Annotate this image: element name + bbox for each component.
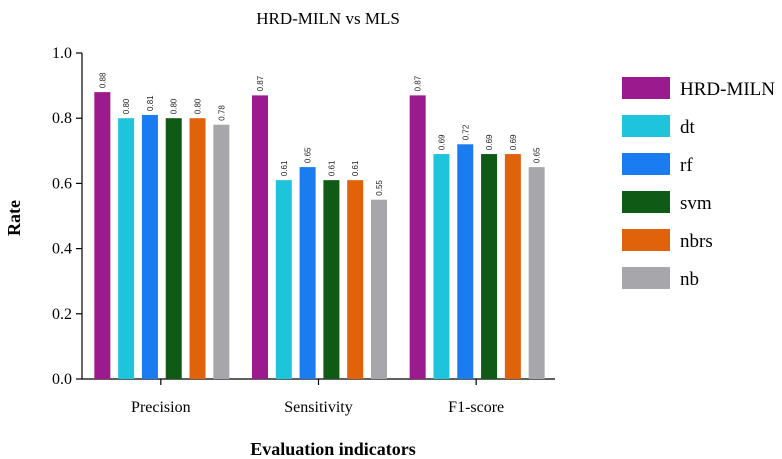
legend: HRD-MILN dt rf svm nbrs nb bbox=[622, 77, 775, 290]
data-label: 0.61 bbox=[351, 160, 360, 176]
legend-label-rf: rf bbox=[680, 155, 693, 176]
y-tick-label: 1.0 bbox=[52, 45, 72, 62]
data-label: 0.55 bbox=[375, 180, 384, 196]
bar-nbrs bbox=[189, 118, 206, 379]
data-label: 0.80 bbox=[122, 98, 131, 114]
data-label: 0.78 bbox=[217, 105, 226, 121]
bars-group: 0.88 0.80 0.81 0.80 0.80 0.78 0.87 0.61 0.65 0.61… bbox=[94, 72, 545, 380]
bar-dt bbox=[118, 118, 135, 379]
data-label: 0.69 bbox=[509, 134, 518, 150]
legend-label-dt: dt bbox=[680, 117, 696, 138]
bar-rf bbox=[299, 167, 316, 379]
y-tick-label: 0.2 bbox=[52, 306, 72, 323]
legend-swatch-rf bbox=[622, 153, 670, 175]
bar-dt bbox=[433, 154, 450, 379]
data-label: 0.61 bbox=[327, 160, 336, 176]
bar-nbrs bbox=[347, 180, 364, 379]
x-axis-title: Evaluation indicators bbox=[250, 439, 416, 459]
bar-nb bbox=[371, 199, 387, 379]
legend-label-HRD-MILN: HRD-MILN bbox=[680, 79, 775, 100]
y-tick-label: 0.6 bbox=[52, 175, 72, 192]
legend-label-svm: svm bbox=[680, 193, 712, 214]
y-axis-title: Rate bbox=[4, 200, 24, 236]
legend-swatch-nbrs bbox=[622, 229, 670, 251]
x-tick-label: F1-score bbox=[448, 399, 504, 416]
bar-dt bbox=[275, 180, 292, 379]
data-label: 0.87 bbox=[414, 75, 423, 91]
bar-nb bbox=[213, 124, 230, 379]
data-label: 0.65 bbox=[304, 147, 313, 163]
bar-rf bbox=[457, 144, 474, 379]
data-label: 0.80 bbox=[194, 98, 203, 114]
bar-svm bbox=[165, 118, 182, 379]
bar-HRD-MILN bbox=[409, 95, 426, 379]
legend-swatch-svm bbox=[622, 191, 670, 213]
bar-HRD-MILN bbox=[252, 95, 268, 379]
y-tick-label: 0.8 bbox=[52, 110, 72, 127]
legend-swatch-dt bbox=[622, 115, 670, 137]
y-tick-label: 0.0 bbox=[52, 371, 72, 388]
bar-svm bbox=[481, 154, 498, 379]
data-label: 0.69 bbox=[437, 134, 446, 150]
bar-HRD-MILN bbox=[94, 92, 111, 380]
data-label: 0.61 bbox=[280, 160, 289, 176]
legend-label-nbrs: nbrs bbox=[680, 231, 713, 252]
data-label: 0.69 bbox=[485, 134, 494, 150]
legend-label-nb: nb bbox=[680, 269, 699, 290]
data-label: 0.87 bbox=[256, 75, 265, 91]
bar-nbrs bbox=[504, 154, 521, 379]
data-label: 0.65 bbox=[533, 147, 542, 163]
data-label: 0.72 bbox=[461, 124, 470, 140]
data-label: 0.81 bbox=[146, 95, 155, 111]
y-tick-label: 0.4 bbox=[52, 241, 72, 258]
chart-title: HRD-MILN vs MLS bbox=[256, 9, 400, 28]
bar-rf bbox=[141, 114, 158, 379]
x-tick-label: Precision bbox=[131, 399, 191, 416]
data-label: 0.80 bbox=[170, 98, 179, 114]
axes: 0.0 0.2 0.4 0.6 0.8 1.0 Precision Sensitivity F1… bbox=[52, 45, 555, 416]
data-label: 0.88 bbox=[98, 72, 107, 88]
legend-swatch-HRD-MILN bbox=[622, 77, 670, 99]
bar-nb bbox=[528, 167, 545, 379]
legend-swatch-nb bbox=[622, 267, 670, 289]
bar-svm bbox=[323, 180, 340, 379]
x-tick-label: Sensitivity bbox=[284, 399, 352, 416]
